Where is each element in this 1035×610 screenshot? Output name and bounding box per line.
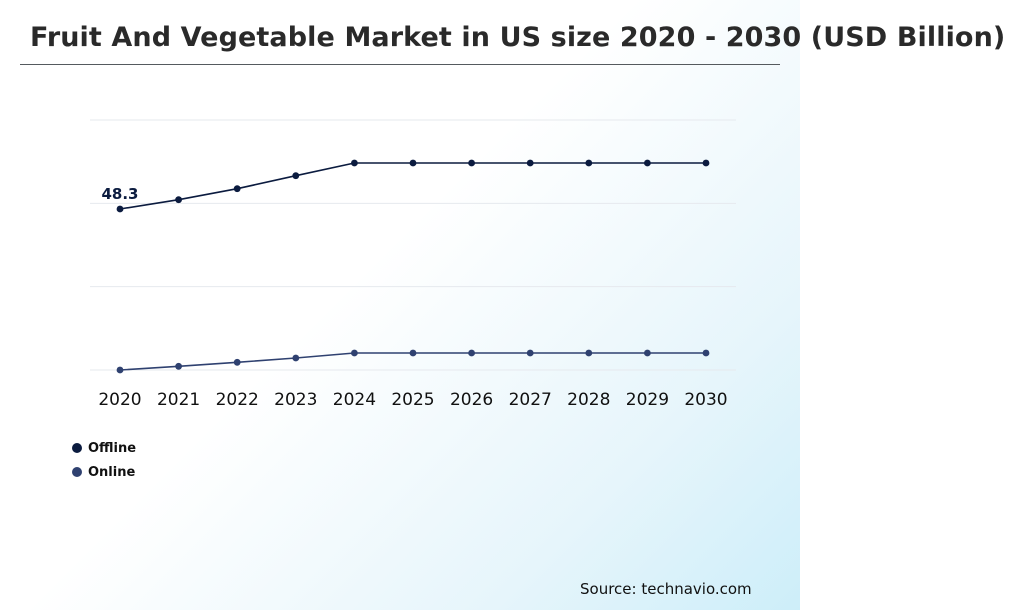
x-tick-label-2028: 2028	[567, 390, 610, 410]
data-label-offline-2020: 48.3	[101, 185, 138, 203]
data-labels: 48.3	[101, 185, 138, 203]
source-credit: Source: technavio.com	[580, 580, 752, 598]
data-point-online-2021[interactable]	[175, 362, 183, 370]
x-tick-label-2022: 2022	[216, 390, 259, 410]
data-point-offline-2023[interactable]	[292, 172, 300, 180]
legend-online-dot-icon	[72, 467, 82, 477]
chart-title: Fruit And Vegetable Market in US size 20…	[30, 22, 1006, 53]
x-tick-label-2024: 2024	[333, 390, 376, 410]
legend-item-online[interactable]: Online	[72, 460, 136, 484]
x-tick-label-2026: 2026	[450, 390, 493, 410]
series-line-offline	[119, 162, 706, 210]
gridlines	[90, 119, 736, 371]
data-point-online-2025[interactable]	[409, 349, 417, 357]
data-point-offline-2022[interactable]	[233, 185, 241, 193]
data-point-offline-2029[interactable]	[644, 159, 651, 167]
legend-item-offline[interactable]: Offline	[72, 436, 136, 460]
data-point-online-2029[interactable]	[644, 349, 651, 357]
data-point-online-2020[interactable]	[116, 366, 124, 374]
x-tick-label-2023: 2023	[274, 390, 317, 410]
legend-offline-dot-icon	[72, 443, 82, 453]
x-tick-label-2030: 2030	[684, 390, 727, 410]
legend-label-online: Online	[88, 464, 136, 480]
x-tick-label-2025: 2025	[391, 390, 434, 410]
series-lines	[116, 159, 710, 374]
data-point-online-2022[interactable]	[233, 358, 241, 366]
data-point-offline-2026[interactable]	[468, 159, 475, 167]
data-point-online-2024[interactable]	[351, 349, 358, 357]
data-point-offline-2021[interactable]	[175, 196, 183, 204]
data-point-offline-2025[interactable]	[409, 159, 417, 167]
x-axis-ticks: 2020 2021 2022 2023 2024 2025 2026 2027 2028 2029…	[98, 390, 727, 410]
data-point-offline-2028[interactable]	[585, 159, 593, 167]
data-point-offline-2030[interactable]	[702, 159, 710, 167]
data-point-offline-2020[interactable]	[116, 205, 124, 213]
data-point-online-2030[interactable]	[702, 349, 710, 357]
legend: Offline Online	[72, 436, 136, 484]
data-point-online-2023[interactable]	[292, 354, 300, 362]
legend-label-offline: Offline	[88, 440, 137, 456]
data-point-online-2026[interactable]	[468, 349, 475, 357]
chart-background	[0, 0, 800, 610]
x-tick-label-2021: 2021	[157, 390, 200, 410]
data-point-online-2027[interactable]	[526, 349, 534, 357]
x-tick-label-2029: 2029	[626, 390, 669, 410]
x-tick-label-2027: 2027	[509, 390, 552, 410]
x-tick-label-2020: 2020	[98, 390, 141, 410]
data-point-offline-2024[interactable]	[351, 159, 358, 167]
title-divider	[20, 64, 780, 65]
data-point-offline-2027[interactable]	[526, 159, 534, 167]
data-point-online-2028[interactable]	[585, 349, 593, 357]
